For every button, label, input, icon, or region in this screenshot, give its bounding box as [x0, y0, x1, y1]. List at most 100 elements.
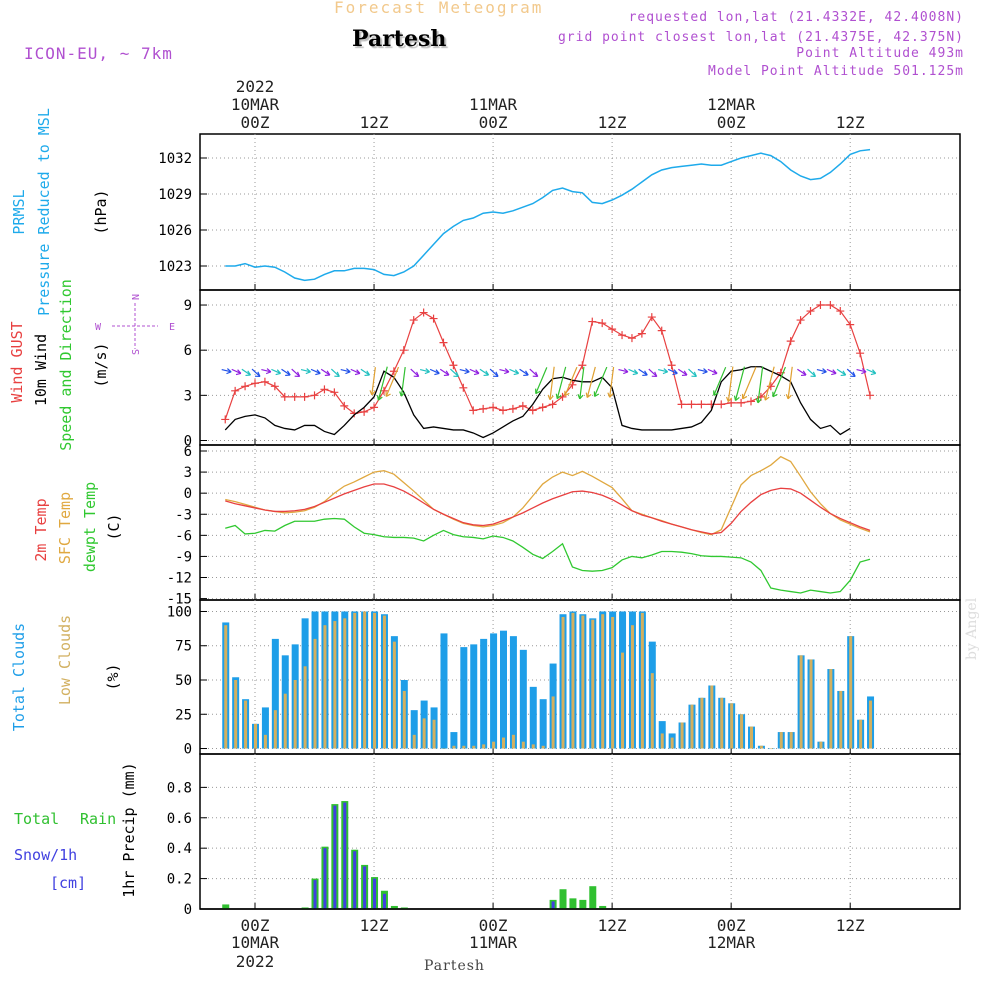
- low-cloud-bar: [502, 737, 505, 749]
- low-cloud-bar: [511, 734, 515, 749]
- snow-bar: [373, 878, 377, 909]
- gust-marker: [598, 319, 607, 328]
- y-tick-label: 3: [184, 465, 192, 481]
- low-cloud-bar: [700, 697, 704, 749]
- gust-marker: [449, 361, 458, 370]
- low-cloud-bar: [769, 748, 773, 750]
- wind-direction-arrow: [261, 368, 271, 373]
- y-tick-label: 0.8: [167, 780, 192, 796]
- ylabel-celsius: (C): [105, 513, 123, 540]
- ylabel-10m-wind: 10m Wind: [32, 334, 50, 406]
- low-cloud-bar: [799, 655, 803, 749]
- arrow-head: [226, 368, 232, 375]
- arrow-head: [555, 393, 562, 400]
- gust-marker: [528, 406, 537, 415]
- low-cloud-bar: [234, 680, 238, 749]
- low-cloud-bar: [472, 745, 476, 749]
- arrow-head: [577, 394, 584, 400]
- top-time-label: 00Z: [241, 113, 270, 132]
- low-cloud-bar: [531, 744, 535, 749]
- wind-direction-arrow: [556, 366, 567, 399]
- gust-marker: [270, 382, 279, 391]
- rain-bar: [579, 899, 587, 909]
- arrow-head: [593, 391, 600, 397]
- wind-direction-arrow: [658, 368, 668, 373]
- low-cloud-bar: [521, 741, 525, 749]
- gust-marker: [806, 307, 815, 316]
- wind-direction-arrow: [727, 366, 734, 402]
- gust-marker: [677, 400, 686, 409]
- low-cloud-bar: [462, 745, 466, 749]
- low-cloud-bar: [551, 696, 555, 749]
- arrow-head: [324, 370, 331, 377]
- low-cloud-bar: [829, 669, 833, 749]
- ylabel-gust: Wind GUST: [8, 321, 26, 402]
- snow-bar: [333, 805, 337, 909]
- low-cloud-bar: [779, 732, 783, 749]
- wind-direction-arrow: [638, 368, 648, 376]
- gust-marker: [618, 331, 627, 340]
- panel-1: 1023 1026 1029 1032: [158, 133, 961, 291]
- compass-e: E: [169, 322, 175, 333]
- gust-marker: [687, 400, 696, 409]
- arrow-head: [662, 368, 669, 375]
- wind-direction-arrow: [281, 368, 291, 376]
- arrow-head: [713, 390, 719, 396]
- low-cloud-bar: [283, 693, 287, 749]
- arrow-head: [493, 371, 499, 378]
- arrow-head: [800, 370, 807, 377]
- arrow-head: [385, 391, 391, 397]
- low-cloud-bar: [313, 638, 317, 749]
- top-time-label: 00Z: [479, 113, 508, 132]
- low-cloud-bar: [482, 744, 486, 749]
- time-axis: 00Z 00Z 12Z 12Z 00Z 00Z 12Z 12Z 00Z 00Z 12Z 12Z 10MA…: [231, 77, 865, 971]
- wind-direction-arrow: [772, 366, 786, 397]
- legend-snow: Snow/1h: [14, 846, 77, 864]
- top-date-label: 10MAR: [231, 95, 280, 114]
- panel-frame: [199, 289, 961, 446]
- wind-direction-arrow: [291, 368, 301, 377]
- ylabel-speed-direction: Speed and Direction: [57, 279, 75, 451]
- ylabel-dewpt-temp: dewpt Temp: [81, 482, 99, 572]
- low-cloud-bar: [224, 625, 228, 749]
- arrow-head: [453, 371, 459, 378]
- arrow-head: [424, 368, 430, 375]
- y-tick-label: -3: [175, 507, 192, 523]
- ylabel-precip: 1hr Precip (mm): [120, 762, 138, 897]
- bottom-time-label: 12Z: [598, 916, 627, 935]
- legend-snow-unit: [cm]: [50, 874, 86, 892]
- gust-marker: [330, 388, 339, 397]
- gust-marker: [399, 346, 408, 355]
- wind-direction-arrow: [310, 368, 321, 375]
- gust-marker: [667, 361, 676, 370]
- ylabel-total-clouds: Total Clouds: [10, 623, 28, 731]
- y-tick-label: 0: [184, 486, 192, 502]
- gust-marker: [747, 397, 755, 406]
- y-tick-label: 3: [184, 388, 192, 404]
- gust-marker: [469, 406, 478, 415]
- arrow-head: [305, 368, 311, 375]
- gust-marker: [846, 320, 855, 329]
- y-tick-label: 6: [184, 444, 192, 460]
- wind-direction-arrow: [742, 366, 757, 400]
- wind-direction-arrow: [479, 368, 489, 376]
- wind-direction-arrow: [469, 368, 480, 375]
- wind-direction-arrow: [360, 368, 370, 376]
- arrow-head: [473, 369, 480, 376]
- low-cloud-bar: [273, 710, 277, 749]
- arrow-head: [725, 396, 733, 403]
- low-cloud-bar: [621, 652, 625, 749]
- arrow-head: [364, 370, 371, 377]
- wind-direction-arrow: [593, 366, 608, 397]
- wind-direction-arrow: [667, 368, 678, 375]
- wind-direction-arrow: [807, 368, 816, 377]
- top-time-label: 12Z: [360, 113, 389, 132]
- rain-bar: [390, 905, 398, 909]
- wind-direction-arrow: [609, 366, 615, 398]
- ylabel-ms: (m/s): [92, 342, 110, 387]
- y-tick-label: 0.2: [167, 872, 192, 888]
- arrow-head: [821, 368, 827, 375]
- bottom-date-label: 12MAR: [707, 933, 756, 952]
- bottom-time-label: 00Z: [241, 916, 270, 935]
- arrow-head: [712, 369, 718, 376]
